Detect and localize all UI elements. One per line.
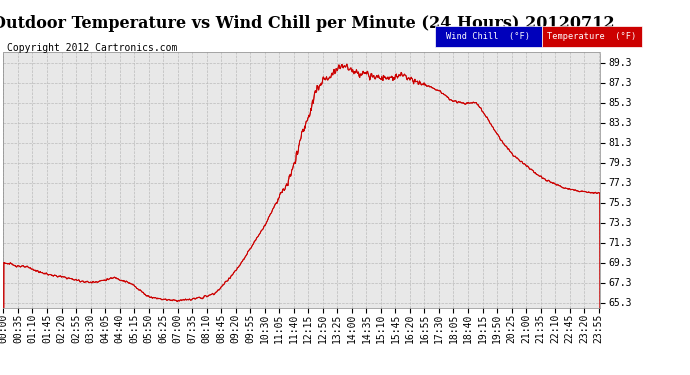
Text: Temperature  (°F): Temperature (°F) xyxy=(547,32,636,41)
Text: Copyright 2012 Cartronics.com: Copyright 2012 Cartronics.com xyxy=(7,43,177,53)
Text: Outdoor Temperature vs Wind Chill per Minute (24 Hours) 20120712: Outdoor Temperature vs Wind Chill per Mi… xyxy=(0,15,615,32)
Text: Wind Chill  (°F): Wind Chill (°F) xyxy=(446,32,530,41)
